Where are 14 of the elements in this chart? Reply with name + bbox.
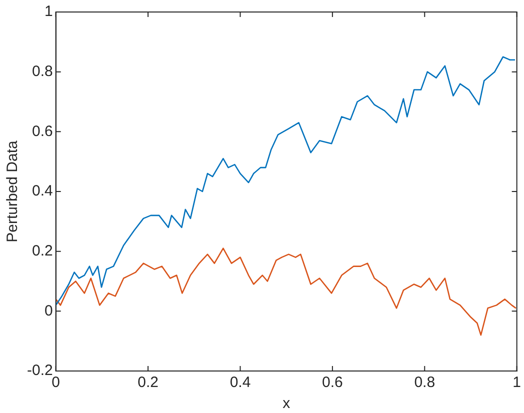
y-tick-label: 0.6	[32, 122, 53, 140]
y-tick-label: 0.4	[32, 182, 53, 200]
y-tick-label: 1	[44, 3, 53, 20]
x-tick-label: 0.2	[138, 374, 158, 392]
y-tick-label: 0.2	[32, 242, 53, 260]
x-tick-label: 1	[512, 374, 521, 392]
x-tick-label: 0.6	[322, 374, 343, 392]
y-tick-label: 0.8	[32, 62, 53, 80]
y-axis-title: Perturbed Data	[4, 140, 22, 242]
x-tick-label: 0.4	[230, 374, 251, 392]
x-axis-title: x	[282, 395, 291, 412]
y-tick-label: 0	[44, 302, 53, 320]
x-tick-label: 0.8	[414, 374, 436, 392]
y-tick-label: -0.2	[26, 362, 53, 380]
